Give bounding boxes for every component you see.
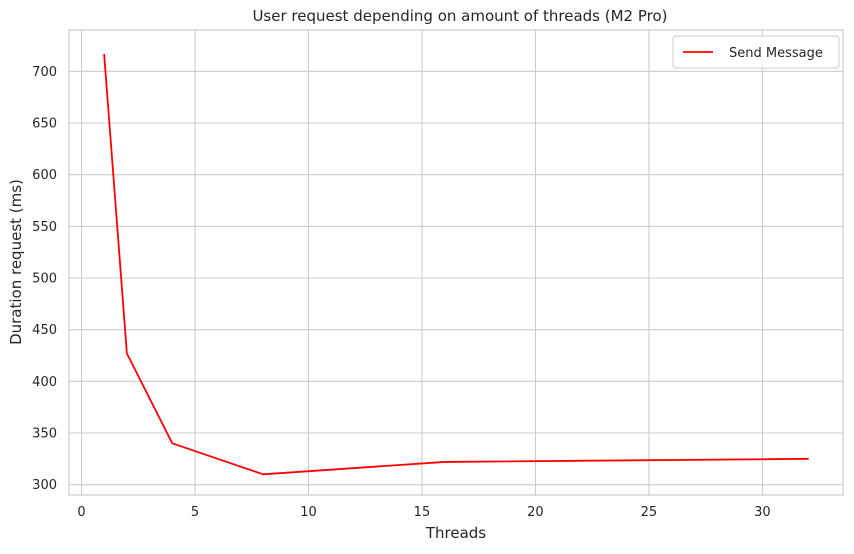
chart-title: User request depending on amount of thre… <box>252 7 667 25</box>
grid <box>69 30 843 495</box>
y-axis-label: Duration request (ms) <box>7 179 25 345</box>
x-tick-label: 5 <box>191 505 199 520</box>
x-tick-label: 20 <box>527 505 544 520</box>
y-tick-label: 700 <box>32 65 57 80</box>
y-tick-label: 600 <box>32 168 57 183</box>
x-tick-label: 30 <box>754 505 771 520</box>
y-tick-label: 350 <box>32 427 57 442</box>
y-tick-label: 300 <box>32 478 57 493</box>
plot-area-border <box>68 29 844 496</box>
x-tick-label: 25 <box>641 505 658 520</box>
series-line-send-message <box>103 53 809 476</box>
y-tick-label: 400 <box>32 375 57 390</box>
x-tick-label: 15 <box>414 505 431 520</box>
x-axis-label: Threads <box>425 524 486 542</box>
y-tick-label: 500 <box>32 272 57 287</box>
x-tick-label: 0 <box>77 505 85 520</box>
y-tick-label: 450 <box>32 323 57 338</box>
legend: Send Message <box>672 35 840 69</box>
legend-box <box>672 35 840 69</box>
plot-frame <box>68 29 844 496</box>
x-tick-label: 10 <box>300 505 317 520</box>
tick-labels: 0 5 10 15 20 25 30 300 350 400 450 500 550 600 650 700 <box>32 65 771 520</box>
series-layer <box>103 53 809 476</box>
y-tick-label: 550 <box>32 220 57 235</box>
y-tick-label: 650 <box>32 117 57 132</box>
legend-label-send-message: Send Message <box>729 46 823 61</box>
